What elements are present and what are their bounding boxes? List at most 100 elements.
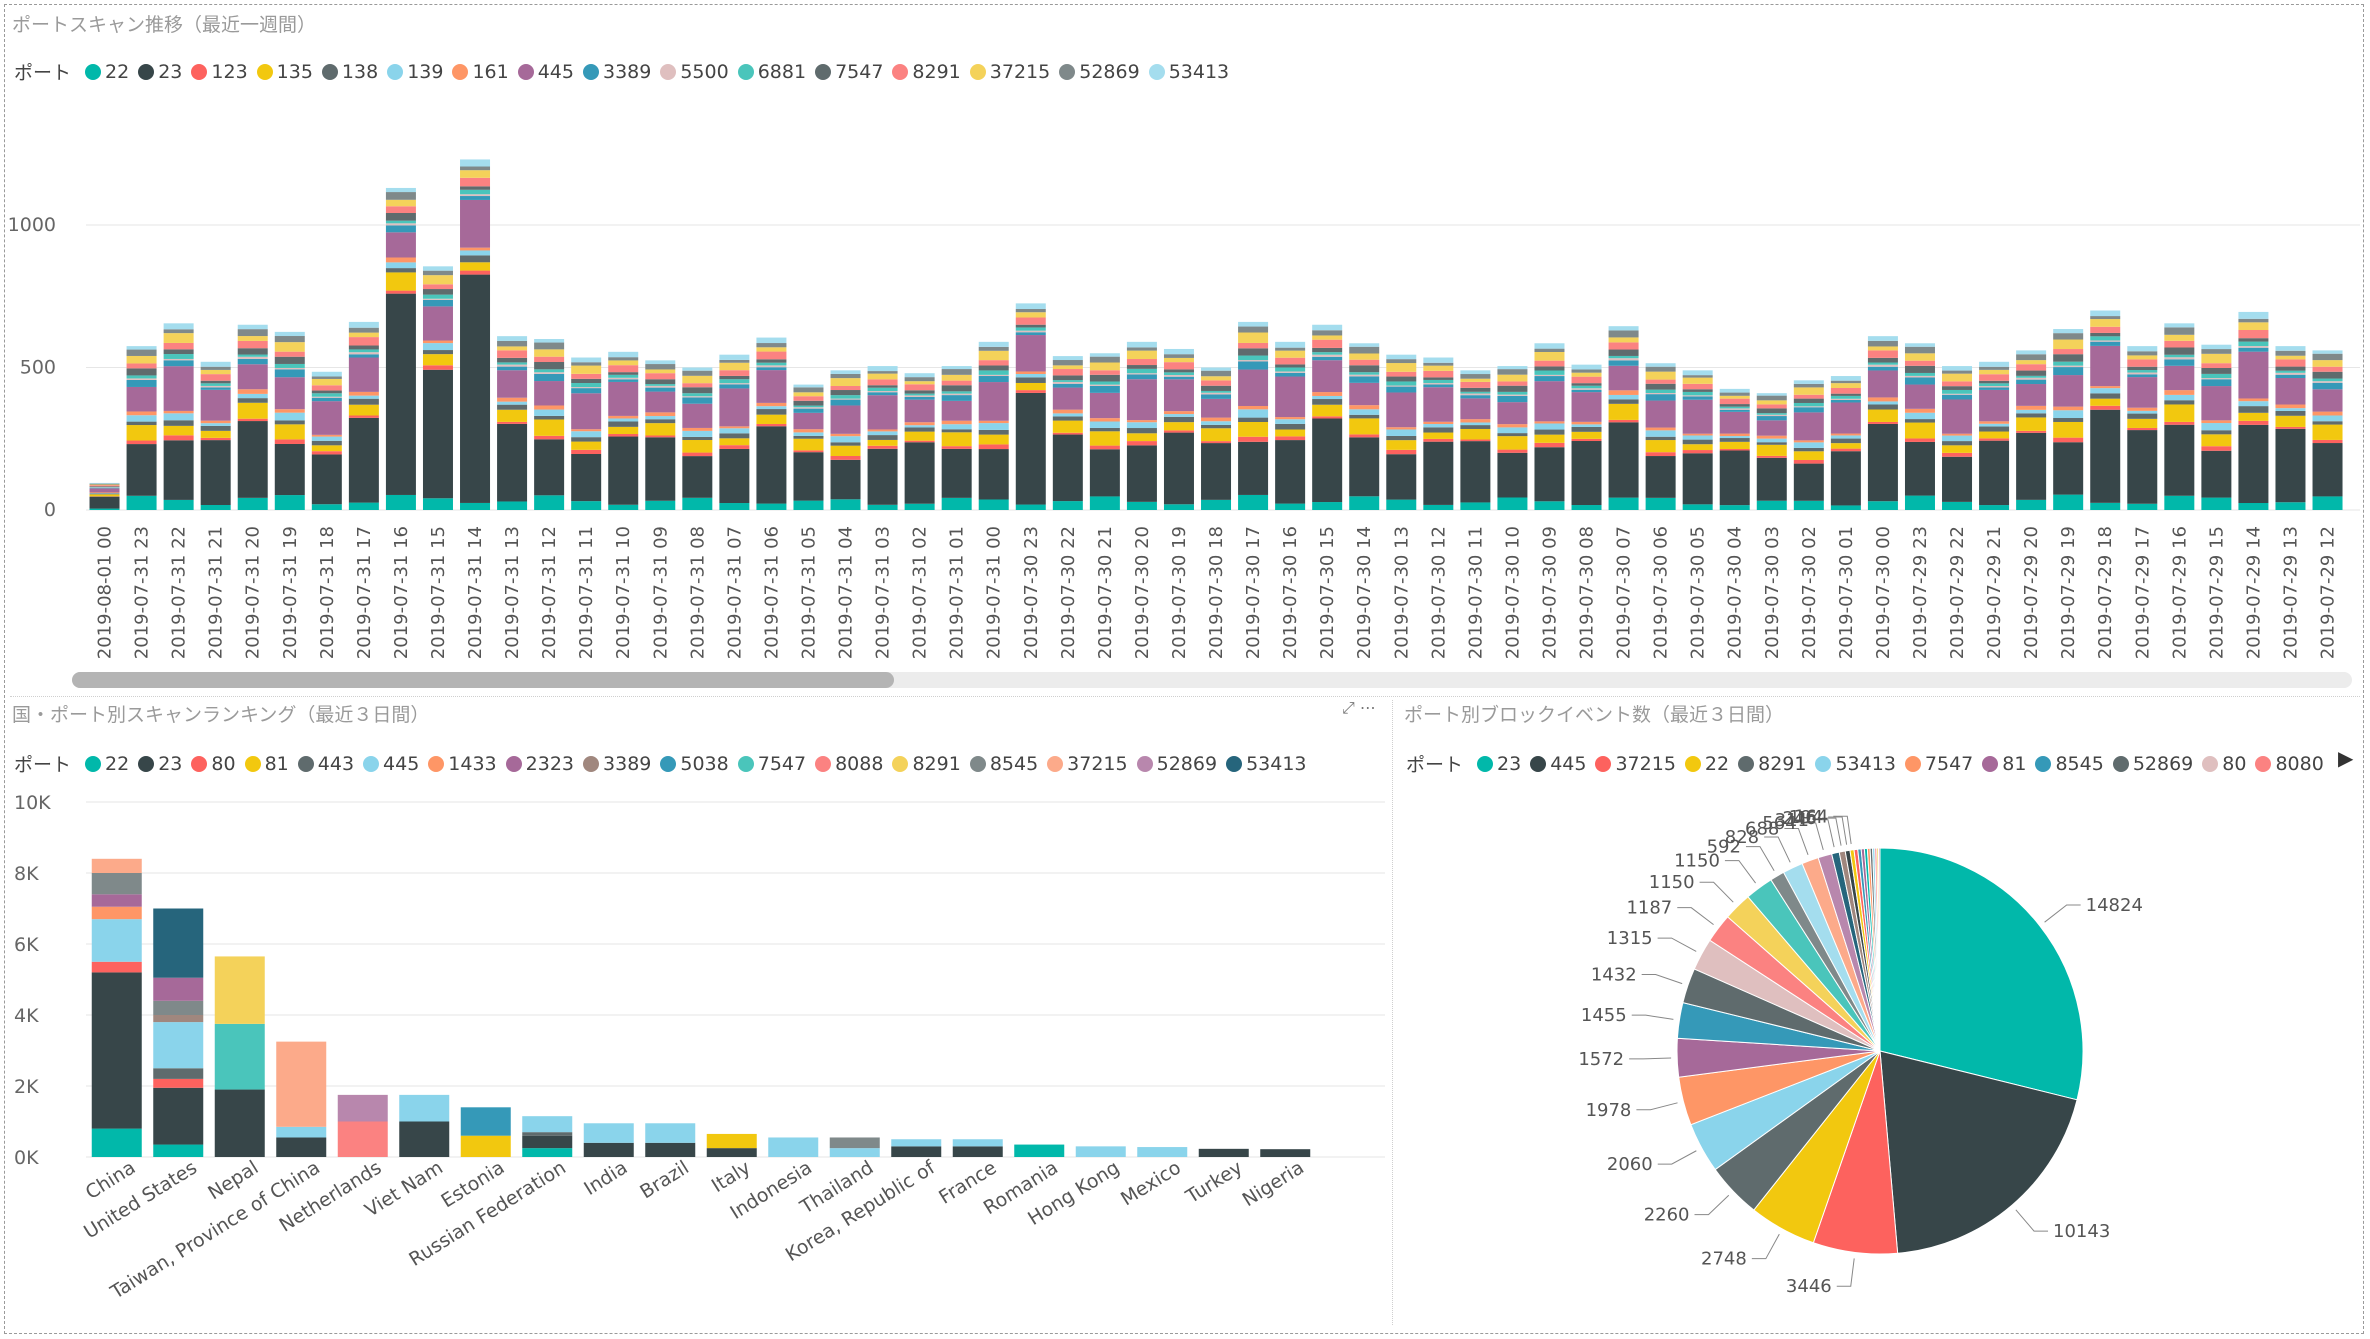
bar-segment-port-445[interactable] <box>793 412 824 430</box>
bar-segment-port-8291[interactable] <box>1349 359 1380 366</box>
bar-segment-port-138[interactable] <box>941 429 972 433</box>
bar-segment-port-3389[interactable] <box>1645 394 1676 401</box>
bar-segment-port-23[interactable] <box>2164 424 2195 496</box>
bar-segment-port-8291[interactable] <box>2127 359 2158 367</box>
bar-segment-port-7547[interactable] <box>1163 369 1194 373</box>
bar-segment-port-8291[interactable] <box>214 956 265 1024</box>
bar-segment-port-123[interactable] <box>1312 416 1343 419</box>
bar-segment-port-23[interactable] <box>497 423 528 502</box>
bar-segment-port-138[interactable] <box>1756 442 1787 445</box>
bar-segment-port-52869[interactable] <box>1979 366 2010 370</box>
bar-segment-port-161[interactable] <box>1719 433 1750 437</box>
bar-segment-port-3389[interactable] <box>1126 374 1157 380</box>
bar-segment-port-445[interactable] <box>1137 1147 1188 1157</box>
bar-segment-port-123[interactable] <box>126 440 157 445</box>
bar-segment-port-37215[interactable] <box>311 378 342 386</box>
bar-segment-port-445[interactable] <box>276 1126 327 1138</box>
bar-segment-port-138[interactable] <box>1460 425 1491 429</box>
legend-item-23[interactable]: 23 <box>138 61 182 83</box>
bar-segment-port-8291[interactable] <box>1163 362 1194 370</box>
bar-segment-port-161[interactable] <box>1201 417 1232 422</box>
bar-segment-port-23[interactable] <box>904 442 935 504</box>
bar-segment-port-161[interactable] <box>682 427 713 431</box>
bar-segment-port-6881[interactable] <box>1904 372 1935 376</box>
bar-segment-port-3389[interactable] <box>1867 366 1898 371</box>
bar-segment-port-3389[interactable] <box>1349 376 1380 383</box>
bar-segment-port-123[interactable] <box>756 423 787 427</box>
bar-segment-port-22[interactable] <box>1089 496 1120 510</box>
bar-stack[interactable] <box>1942 366 1973 510</box>
bar-segment-port-52869[interactable] <box>1126 347 1157 351</box>
bar-segment-port-37215[interactable] <box>237 336 268 341</box>
bar-segment-port-7547[interactable] <box>978 365 1009 371</box>
bar-segment-port-2323[interactable] <box>153 977 204 1001</box>
bar-segment-port-53413[interactable] <box>978 341 1009 347</box>
bar-segment-port-445[interactable] <box>1719 411 1750 434</box>
legend-item-7547[interactable]: 7547 <box>815 61 883 83</box>
bar-segment-port-5500[interactable] <box>1534 374 1565 377</box>
bar-segment-port-139[interactable] <box>534 409 565 416</box>
bar-segment-port-5038[interactable] <box>460 1107 511 1136</box>
bar-segment-port-3389[interactable] <box>1201 394 1232 399</box>
bar-segment-port-3389[interactable] <box>200 387 231 390</box>
bar-segment-port-8545[interactable] <box>829 1137 880 1149</box>
bar-segment-port-445[interactable] <box>2127 377 2158 408</box>
bar-segment-port-123[interactable] <box>348 415 379 418</box>
bar-segment-port-135[interactable] <box>2164 404 2195 422</box>
bar-segment-port-53413[interactable] <box>1312 324 1343 331</box>
bar-segment-port-138[interactable] <box>1534 429 1565 435</box>
bar-segment-port-52869[interactable] <box>2164 327 2195 335</box>
bar-segment-port-8291[interactable] <box>237 340 268 349</box>
bar-segment-port-138[interactable] <box>904 427 935 432</box>
bar-segment-port-3389[interactable] <box>422 299 453 307</box>
bar-segment-port-22[interactable] <box>1349 496 1380 510</box>
bar-segment-port-23[interactable] <box>645 1142 696 1157</box>
bar-segment-port-139[interactable] <box>1497 427 1528 434</box>
bar-segment-port-3389[interactable] <box>2016 379 2047 385</box>
bar-segment-port-135[interactable] <box>756 414 787 424</box>
bar-segment-port-5500[interactable] <box>1645 392 1676 395</box>
bar-segment-port-139[interactable] <box>2275 408 2306 411</box>
bar-segment-port-123[interactable] <box>1015 390 1046 393</box>
bar-segment-port-138[interactable] <box>348 398 379 405</box>
bar-segment-port-5500[interactable] <box>2238 346 2269 348</box>
bar-segment-port-139[interactable] <box>460 250 491 256</box>
bar-segment-port-8291[interactable] <box>497 350 528 358</box>
bar-segment-port-8291[interactable] <box>422 284 453 290</box>
bar-segment-port-6881[interactable] <box>1386 381 1417 386</box>
bar-segment-port-7547[interactable] <box>904 390 935 394</box>
legend-item-8291[interactable]: 8291 <box>892 753 961 775</box>
legend-next-arrow-icon[interactable]: ▶ <box>2338 746 2354 770</box>
bar-segment-port-52869[interactable] <box>2016 354 2047 361</box>
bar-segment-port-23[interactable] <box>422 369 453 499</box>
bar-segment-port-123[interactable] <box>1904 438 1935 442</box>
bar-segment-port-161[interactable] <box>2053 406 2084 411</box>
bar-segment-port-23[interactable] <box>1423 441 1454 505</box>
bar-segment-port-445[interactable] <box>571 393 602 430</box>
bar-segment-port-135[interactable] <box>2312 424 2343 440</box>
bar-segment-port-6881[interactable] <box>2238 341 2269 347</box>
bar-segment-port-5500[interactable] <box>1052 381 1083 384</box>
bar-segment-port-139[interactable] <box>1460 422 1491 426</box>
legend-item-138[interactable]: 138 <box>321 61 378 83</box>
bar-segment-port-22[interactable] <box>941 497 972 510</box>
bar-segment-port-8291[interactable] <box>2238 330 2269 339</box>
bar-segment-port-22[interactable] <box>756 503 787 510</box>
bar-segment-port-7547[interactable] <box>719 375 750 380</box>
bar-segment-port-7547[interactable] <box>460 186 491 190</box>
bar-segment-port-445[interactable] <box>756 370 787 403</box>
bar-segment-port-8291[interactable] <box>1423 370 1454 378</box>
bar-segment-port-3389[interactable] <box>89 487 120 489</box>
bar-segment-port-3389[interactable] <box>830 399 861 406</box>
bar-segment-port-8291[interactable] <box>830 385 861 391</box>
bar-segment-port-3389[interactable] <box>534 373 565 382</box>
bar-segment-port-8291[interactable] <box>793 396 824 401</box>
bar-segment-port-52869[interactable] <box>2201 349 2232 354</box>
bar-segment-port-161[interactable] <box>460 247 491 251</box>
bar-segment-port-53413[interactable] <box>756 337 787 344</box>
bar-segment-port-7547[interactable] <box>1534 366 1565 371</box>
bar-stack[interactable] <box>1075 1146 1126 1157</box>
bar-segment-port-6881[interactable] <box>608 374 639 378</box>
bar-segment-port-3389[interactable] <box>2312 382 2343 390</box>
bar-segment-port-3389[interactable] <box>1089 385 1120 393</box>
